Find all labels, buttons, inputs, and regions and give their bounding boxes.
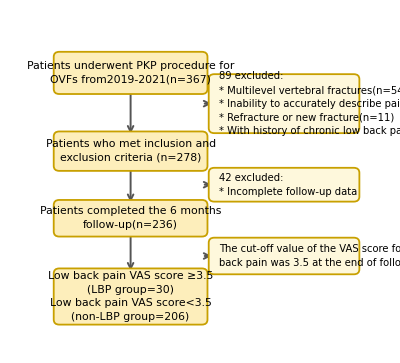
Text: Patients who met inclusion and
exclusion criteria (n=278): Patients who met inclusion and exclusion… bbox=[46, 139, 216, 163]
FancyBboxPatch shape bbox=[209, 168, 359, 201]
FancyBboxPatch shape bbox=[209, 238, 359, 274]
FancyBboxPatch shape bbox=[54, 52, 208, 94]
Text: Patients underwent PKP procedure for
OVFs from2019-2021(n=367): Patients underwent PKP procedure for OVF… bbox=[27, 61, 234, 85]
FancyBboxPatch shape bbox=[54, 268, 208, 325]
FancyBboxPatch shape bbox=[209, 74, 359, 133]
Text: Patients completed the 6 months
follow-up(n=236): Patients completed the 6 months follow-u… bbox=[40, 207, 221, 230]
FancyBboxPatch shape bbox=[54, 131, 208, 171]
Text: Low back pain VAS score ≥3.5
(LBP group=30)
Low back pain VAS score<3.5
(non-LBP: Low back pain VAS score ≥3.5 (LBP group=… bbox=[48, 271, 213, 322]
FancyBboxPatch shape bbox=[54, 200, 208, 237]
Text: 42 excluded:
* Incomplete follow-up data: 42 excluded: * Incomplete follow-up data bbox=[219, 173, 357, 196]
Text: The cut-off value of the VAS score for low
back pain was 3.5 at the end of follo: The cut-off value of the VAS score for l… bbox=[219, 244, 400, 268]
Text: 89 excluded:
* Multilevel vertebral fractures(n=54)
* Inability to accurately de: 89 excluded: * Multilevel vertebral frac… bbox=[219, 72, 400, 136]
